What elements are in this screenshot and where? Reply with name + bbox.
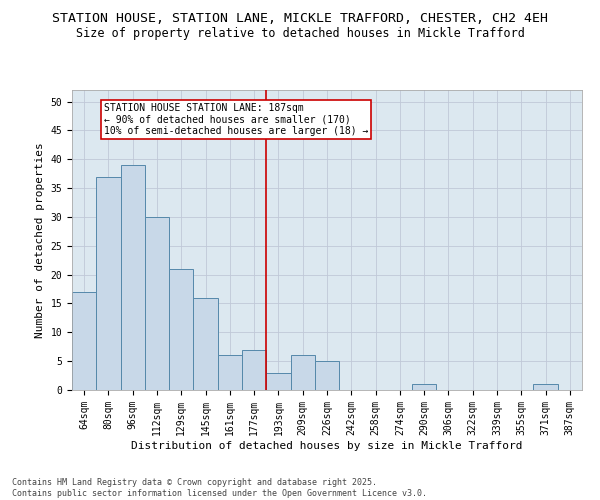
Text: STATION HOUSE STATION LANE: 187sqm
← 90% of detached houses are smaller (170)
10: STATION HOUSE STATION LANE: 187sqm ← 90%… — [104, 102, 368, 136]
Text: Contains HM Land Registry data © Crown copyright and database right 2025.
Contai: Contains HM Land Registry data © Crown c… — [12, 478, 427, 498]
X-axis label: Distribution of detached houses by size in Mickle Trafford: Distribution of detached houses by size … — [131, 440, 523, 450]
Y-axis label: Number of detached properties: Number of detached properties — [35, 142, 45, 338]
Bar — [533, 384, 558, 390]
Text: STATION HOUSE, STATION LANE, MICKLE TRAFFORD, CHESTER, CH2 4EH: STATION HOUSE, STATION LANE, MICKLE TRAF… — [52, 12, 548, 26]
Bar — [218, 356, 242, 390]
Bar — [145, 217, 169, 390]
Bar — [412, 384, 436, 390]
Bar — [121, 165, 145, 390]
Bar — [290, 356, 315, 390]
Bar — [72, 292, 96, 390]
Bar — [169, 269, 193, 390]
Bar — [315, 361, 339, 390]
Bar — [96, 176, 121, 390]
Text: Size of property relative to detached houses in Mickle Trafford: Size of property relative to detached ho… — [76, 28, 524, 40]
Bar — [193, 298, 218, 390]
Bar — [242, 350, 266, 390]
Bar — [266, 372, 290, 390]
